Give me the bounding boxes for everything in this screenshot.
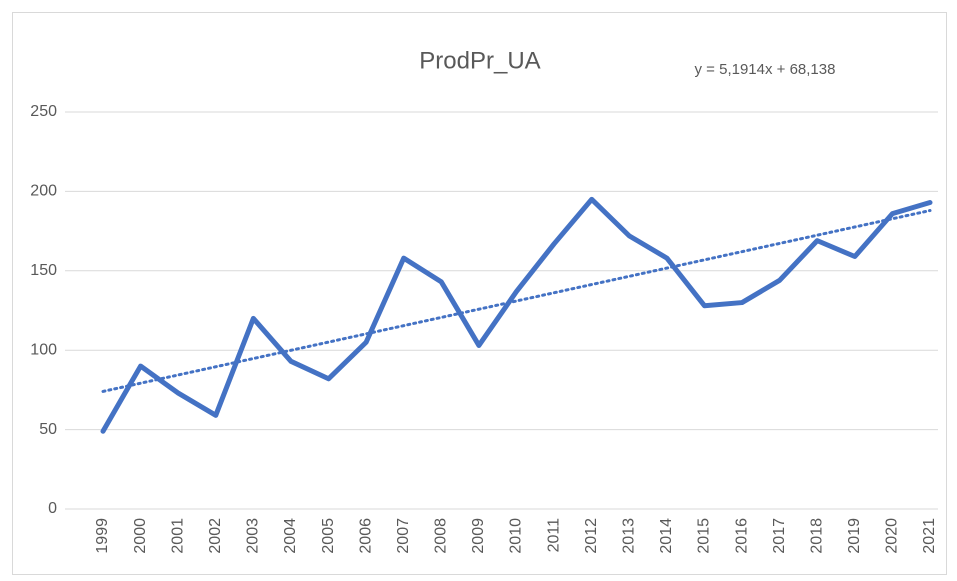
trend-equation: y = 5,1914x + 68,138 [695, 61, 836, 78]
x-tick-label: 2006 [357, 518, 374, 554]
x-tick-label: 2005 [320, 518, 337, 554]
y-tick-label: 250 [30, 103, 57, 120]
x-tick-label: 2002 [207, 518, 224, 554]
x-tick-label: 2004 [282, 518, 299, 554]
x-tick-label: 2016 [733, 518, 750, 554]
x-tick-label: 2009 [470, 518, 487, 554]
chart-border [12, 12, 947, 575]
x-tick-label: 2020 [884, 518, 901, 554]
y-tick-label: 100 [30, 341, 57, 358]
x-tick-label: 2021 [921, 518, 938, 554]
x-tick-label: 2010 [508, 518, 525, 554]
x-tick-label: 2015 [696, 518, 713, 554]
chart-title: ProdPr_UA [419, 47, 540, 74]
x-tick-label: 2019 [846, 518, 863, 554]
trendline [101, 209, 932, 393]
y-tick-label: 150 [30, 262, 57, 279]
x-tick-label: 2003 [245, 518, 262, 554]
y-tick-label: 50 [39, 421, 57, 438]
x-tick-label: 1999 [94, 518, 111, 554]
x-tick-label: 2011 [545, 518, 562, 553]
x-tick-label: 2007 [395, 518, 412, 554]
x-tick-label: 2001 [169, 518, 186, 554]
data-line [100, 196, 933, 434]
y-tick-label: 200 [30, 183, 57, 200]
x-tick-label: 2018 [808, 518, 825, 554]
y-tick-label: 0 [48, 500, 57, 517]
x-tick-label: 2017 [771, 518, 788, 554]
x-tick-label: 2012 [583, 518, 600, 554]
x-tick-label: 2000 [132, 518, 149, 554]
x-tick-label: 2014 [658, 518, 675, 554]
x-tick-label: 2013 [620, 518, 637, 554]
x-tick-label: 2008 [433, 518, 450, 554]
